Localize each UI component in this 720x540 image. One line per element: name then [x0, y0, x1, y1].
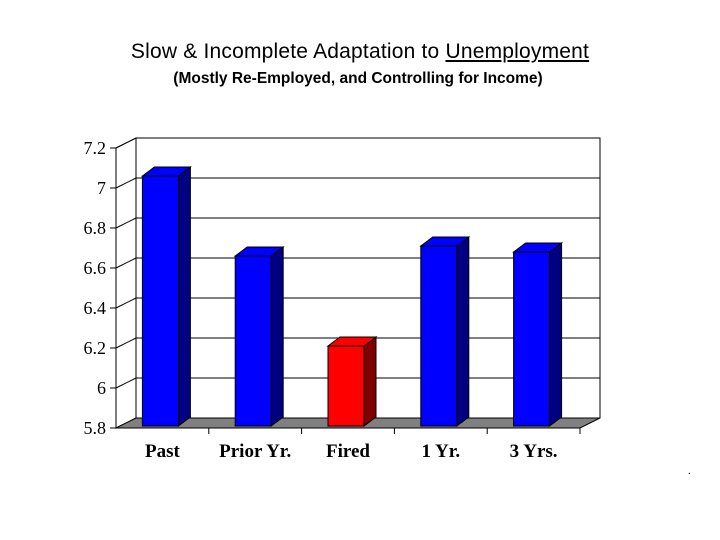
- category-label: 1 Yr.: [421, 441, 460, 462]
- y-tick-label: 7.2: [84, 138, 107, 158]
- bar: [419, 236, 471, 427]
- gridline: [115, 217, 600, 229]
- bar-layer: [140, 166, 564, 427]
- category-label: Past: [145, 441, 181, 462]
- gridline: [115, 177, 600, 189]
- side-wall: [115, 137, 137, 429]
- label-layer: 5.8 6 6.2 6.4 6.6 6.8 7 7.2 Past Prior Yr. Fired 1 …: [84, 138, 558, 462]
- y-tick-label: 6.4: [84, 298, 107, 318]
- y-tick-label: 7: [97, 178, 106, 198]
- bar: [140, 166, 192, 427]
- y-tick-label: 6.2: [84, 338, 107, 358]
- category-label: Prior Yr.: [219, 441, 291, 462]
- gridline: [115, 137, 600, 149]
- y-tick-label: 6.8: [84, 218, 107, 238]
- axis-layer: [110, 147, 581, 434]
- chart-subtitle: (Mostly Re-Employed, and Controlling for…: [173, 70, 543, 87]
- category-label: 3 Yrs.: [510, 441, 558, 462]
- bar: [512, 242, 564, 427]
- y-tick-label: 6.6: [84, 258, 107, 278]
- chart-title: Slow & Incomplete Adaptation to Unemploy…: [0, 40, 720, 64]
- y-tick-label: 5.8: [84, 418, 107, 438]
- chart-title-underlined: Unemployment: [445, 40, 590, 63]
- y-tick-label: 6: [97, 378, 106, 398]
- chart-header: Slow & Incomplete Adaptation to Unemploy…: [0, 40, 720, 88]
- chart-title-prefix: Slow & Incomplete Adaptation to: [130, 40, 446, 63]
- bar: [233, 246, 285, 427]
- footnote-dot: .: [688, 465, 691, 477]
- bar: [326, 336, 378, 427]
- category-label: Fired: [326, 441, 370, 462]
